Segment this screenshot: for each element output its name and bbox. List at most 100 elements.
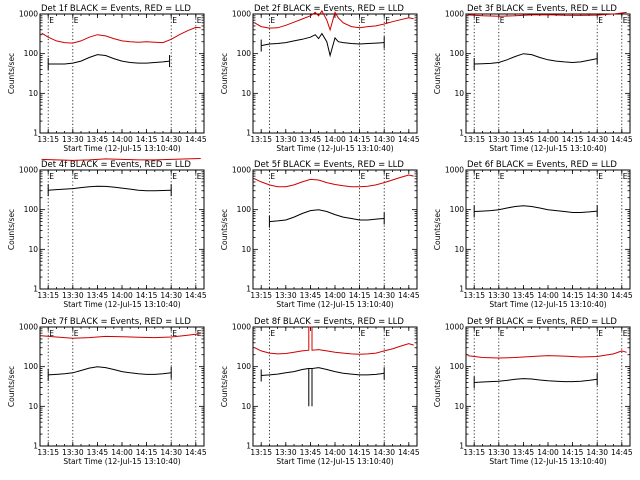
y-tick-label: 10 <box>28 402 38 411</box>
black-series-line <box>474 378 598 383</box>
y-tick-label: 1000 <box>19 10 38 19</box>
y-axis-label: Counts/sec <box>7 366 16 407</box>
x-tick-label: 14:00 <box>537 291 559 300</box>
x-tick-label: 13:15 <box>250 291 272 300</box>
y-tick-label: 100 <box>24 205 39 214</box>
chart-title: Det 4f BLACK = Events, RED = LLD <box>41 160 191 170</box>
x-tick-label: 14:30 <box>373 291 395 300</box>
x-axis-label: Start Time (12-Jul-15 13:10:40) <box>489 457 606 466</box>
x-tick-label: 13:45 <box>300 135 322 144</box>
x-tick-label: 14:15 <box>562 291 584 300</box>
plot-frame <box>252 326 418 447</box>
y-axis-label: Counts/sec <box>7 53 16 94</box>
y-tick-label: 1 <box>459 129 464 138</box>
event-marker-label: E <box>172 172 177 181</box>
event-marker-label: E <box>500 16 505 25</box>
x-tick-label: 14:45 <box>611 135 633 144</box>
event-marker-label: E <box>475 16 480 25</box>
event-marker-label: E <box>74 172 79 181</box>
x-tick-label: 14:45 <box>398 291 420 300</box>
black-series-line <box>261 367 385 407</box>
black-series-line <box>48 185 172 192</box>
y-tick-label: 1 <box>33 285 38 294</box>
x-tick-label: 14:15 <box>136 448 158 457</box>
red-series-line <box>254 9 414 32</box>
y-tick-label: 1 <box>33 442 38 451</box>
chart-panel-det-5: Det 5f BLACK = Events, RED = LLD 1 10 100 10… <box>220 160 420 309</box>
chart-title: Det 1f BLACK = Events, RED = LLD <box>41 4 191 14</box>
event-marker-label: E <box>475 329 480 338</box>
y-tick-label: 100 <box>237 205 252 214</box>
red-series-line <box>41 26 201 44</box>
event-marker-label: E <box>49 329 54 338</box>
event-marker-label: E <box>385 329 390 338</box>
y-axis-label: Counts/sec <box>7 209 16 250</box>
x-tick-label: 14:30 <box>586 291 608 300</box>
chart-title: Det 3f BLACK = Events, RED = LLD <box>467 4 617 14</box>
plot-frame <box>39 326 205 447</box>
black-series-line <box>261 32 385 58</box>
x-tick-label: 13:15 <box>463 291 485 300</box>
x-tick-label: 14:30 <box>586 448 608 457</box>
x-tick-label: 14:15 <box>136 291 158 300</box>
x-tick-label: 14:30 <box>586 135 608 144</box>
event-marker-label: E <box>270 172 275 181</box>
y-tick-label: 100 <box>450 49 465 58</box>
event-marker-label: E <box>598 329 603 338</box>
y-tick-label: 1000 <box>445 323 464 332</box>
red-series-line <box>254 326 414 355</box>
chart-panel-det-8: Det 8f BLACK = Events, RED = LLD 1 10 100 10… <box>220 317 420 466</box>
x-axis-label: Start Time (12-Jul-15 13:10:40) <box>276 457 393 466</box>
x-tick-label: 13:30 <box>275 448 297 457</box>
black-series-line <box>474 53 598 65</box>
x-tick-label: 14:30 <box>160 291 182 300</box>
event-marker-label: E <box>500 172 505 181</box>
event-marker-label: E <box>270 16 275 25</box>
chart-title: Det 8f BLACK = Events, RED = LLD <box>254 317 404 327</box>
y-tick-label: 10 <box>28 89 38 98</box>
y-axis-label: Counts/sec <box>220 366 229 407</box>
x-tick-label: 13:45 <box>513 448 535 457</box>
y-tick-label: 100 <box>24 49 39 58</box>
x-tick-label: 14:45 <box>185 448 207 457</box>
x-axis-label: Start Time (12-Jul-15 13:10:40) <box>63 300 180 309</box>
plot-frame <box>465 326 631 447</box>
x-tick-label: 14:45 <box>611 291 633 300</box>
x-tick-label: 14:15 <box>349 448 371 457</box>
x-tick-label: 14:45 <box>611 448 633 457</box>
x-tick-label: 13:30 <box>275 135 297 144</box>
chart-panel-det-2: Det 2f BLACK = Events, RED = LLD 1 10 100 10… <box>220 4 420 153</box>
y-tick-label: 10 <box>454 245 464 254</box>
plot-frame <box>465 13 631 134</box>
x-tick-label: 13:15 <box>250 135 272 144</box>
x-tick-label: 13:45 <box>300 448 322 457</box>
x-tick-label: 13:45 <box>87 135 109 144</box>
x-tick-label: 13:15 <box>463 135 485 144</box>
chart-title: Det 6f BLACK = Events, RED = LLD <box>467 160 617 170</box>
x-tick-label: 14:15 <box>562 448 584 457</box>
y-axis-label: Counts/sec <box>433 53 442 94</box>
x-tick-label: 13:15 <box>463 448 485 457</box>
x-tick-label: 14:15 <box>562 135 584 144</box>
event-marker-label: E <box>385 172 390 181</box>
black-series-line <box>48 54 170 65</box>
x-tick-label: 13:15 <box>37 448 59 457</box>
event-marker-label: E <box>623 329 628 338</box>
y-tick-label: 10 <box>241 245 251 254</box>
event-marker-label: E <box>475 172 480 181</box>
y-tick-label: 100 <box>237 49 252 58</box>
y-tick-label: 1000 <box>445 166 464 175</box>
event-marker-label: E <box>623 172 628 181</box>
black-series-line <box>269 209 385 223</box>
y-axis-label: Counts/sec <box>220 53 229 94</box>
event-marker-label: E <box>197 16 202 25</box>
event-marker-label: E <box>598 172 603 181</box>
chart-panel-det-4: Det 4f BLACK = Events, RED = LLD 1 10 100 10… <box>7 158 207 309</box>
x-tick-label: 13:45 <box>513 135 535 144</box>
y-tick-label: 1000 <box>232 166 251 175</box>
y-tick-label: 1 <box>459 442 464 451</box>
x-tick-label: 14:00 <box>324 291 346 300</box>
x-tick-label: 14:00 <box>324 135 346 144</box>
x-tick-label: 13:30 <box>62 291 84 300</box>
